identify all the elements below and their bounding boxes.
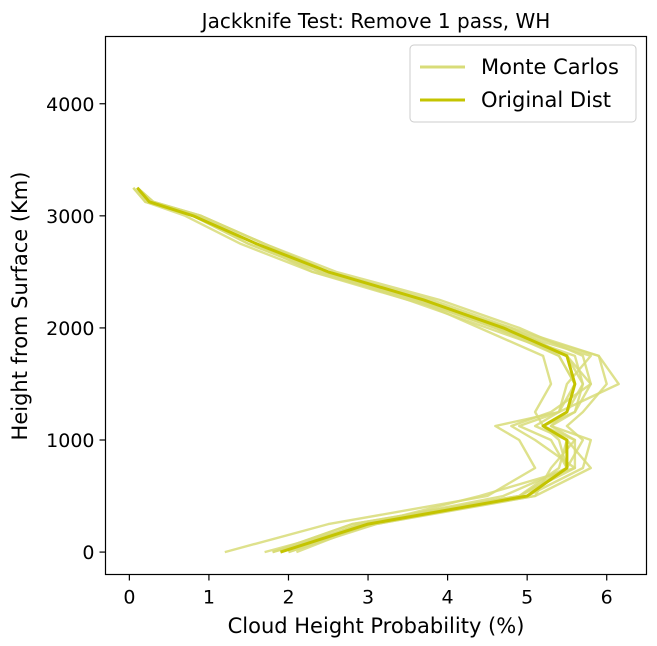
x-tick-label-3: 3 — [362, 587, 374, 609]
series-layer — [132, 186, 620, 554]
x-tick-label-2: 2 — [282, 587, 294, 609]
x-tick-label-5: 5 — [521, 587, 533, 609]
y-axis-label: Height from Surface (Km) — [8, 172, 32, 441]
ticks-layer: 0 1 2 3 4 5 6 0 1000 2000 3000 4000 — [46, 94, 613, 609]
y-tick-label-0: 0 — [82, 542, 94, 564]
y-tick-label-3000: 3000 — [46, 206, 94, 228]
x-tick-label-1: 1 — [203, 587, 215, 609]
plot-frame — [104, 35, 648, 576]
legend: Monte Carlos Original Dist — [409, 44, 637, 123]
x-axis-label: Cloud Height Probability (%) — [228, 614, 525, 638]
monte-carlo-line-9 — [136, 186, 585, 554]
x-tick-label-6: 6 — [601, 587, 613, 609]
y-tick-label-1000: 1000 — [46, 430, 94, 452]
legend-label-monte-carlos: Monte Carlos — [481, 55, 619, 79]
original-dist-line — [136, 186, 577, 554]
legend-label-original-dist: Original Dist — [481, 88, 611, 112]
y-tick-label-2000: 2000 — [46, 318, 94, 340]
monte-carlo-line-7 — [136, 187, 608, 554]
y-tick-label-4000: 4000 — [46, 94, 94, 116]
legend-frame — [409, 44, 637, 123]
x-tick-label-4: 4 — [442, 587, 454, 609]
monte-carlo-line-10 — [136, 187, 577, 554]
chart-title: Jackknife Test: Remove 1 pass, WH — [200, 9, 551, 33]
x-tick-label-0: 0 — [123, 587, 135, 609]
